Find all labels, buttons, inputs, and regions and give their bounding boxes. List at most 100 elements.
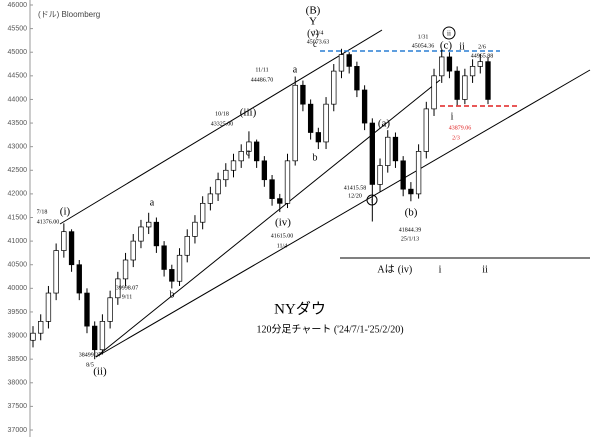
annotation: 11/11 [255, 67, 268, 73]
candle-body [76, 264, 82, 294]
annotation: i [439, 264, 442, 275]
candle-body [408, 188, 414, 195]
annotation: 12/4 [313, 30, 324, 36]
candle-body [99, 321, 106, 351]
candle-body [338, 54, 345, 72]
annotation: 2/3 [452, 135, 460, 141]
candle-body [331, 70, 337, 105]
y-tick-label: 45000 [8, 49, 28, 56]
candle-body [138, 226, 144, 242]
candle-body [292, 84, 298, 162]
candle-body [122, 259, 129, 280]
trend-line [59, 29, 383, 225]
annotation: (v) [307, 28, 319, 39]
candle-body [84, 292, 90, 327]
candle-body [161, 245, 167, 270]
candle-body [176, 254, 183, 282]
annotation: (i) [60, 206, 71, 218]
candle-body [253, 141, 260, 162]
chart-title: NYダウ [274, 300, 326, 317]
candle-body [469, 66, 476, 77]
annotation: 2/6 [478, 44, 486, 50]
candle-body [346, 54, 352, 67]
y-tick-label: 38500 [8, 356, 28, 363]
y-tick-label: 41000 [8, 238, 28, 245]
candle-body [61, 231, 67, 251]
candle-body [146, 221, 152, 228]
candle-body [184, 236, 190, 256]
candle-body [223, 169, 229, 181]
annotation: Y [309, 16, 317, 28]
annotation: (a) [378, 118, 391, 130]
annotation: b [170, 289, 175, 300]
y-tick-label: 39000 [8, 332, 28, 339]
annotation: 44965.88 [471, 53, 494, 59]
annotation: 41615.00 [271, 233, 294, 239]
candle-body [300, 84, 306, 105]
candle-body [415, 151, 422, 195]
annotation: 25/1/13 [401, 236, 419, 242]
annotation: c [246, 147, 251, 158]
candle-body [385, 136, 391, 166]
y-tick-label: 42000 [8, 191, 28, 198]
candle-body [207, 193, 214, 204]
annotation: 43879.06 [449, 125, 472, 131]
candle-body [153, 221, 160, 247]
annotation: 41415.58 [344, 185, 367, 191]
candle-body [107, 297, 113, 322]
candle-body [53, 250, 59, 294]
candle-body [377, 165, 383, 185]
y-tick-label: 40000 [8, 285, 28, 292]
candle-body [485, 61, 491, 100]
annotation: b [313, 152, 318, 163]
candle-body [284, 160, 291, 204]
annotation: (B) [306, 5, 321, 17]
y-tick-label: 46000 [8, 2, 28, 9]
candle-body [277, 198, 283, 204]
annotation: 7/18 [37, 209, 48, 215]
annotation: 41376.00 [37, 219, 60, 225]
y-tick-label: 43000 [8, 144, 28, 151]
source: (ドル) Bloomberg [38, 10, 100, 19]
candle-body [269, 179, 275, 199]
y-tick-label: 40500 [8, 262, 28, 269]
annotation: ii [482, 264, 488, 275]
candle-body [230, 160, 237, 171]
candle-body [68, 231, 75, 266]
annotation: Aは [377, 263, 394, 275]
annotation: (b) [405, 207, 418, 219]
annotation: a [293, 64, 298, 75]
annotation: 39998.07 [116, 285, 139, 291]
candle-body [315, 132, 322, 143]
wave-circle [442, 26, 456, 40]
annotation: 43325.00 [211, 121, 234, 127]
annotation: (c) [440, 40, 453, 52]
annotation: a [150, 197, 155, 208]
trend-line [95, 79, 441, 358]
candle-body [431, 75, 437, 110]
candle-body [423, 108, 429, 152]
trend-line [95, 69, 591, 358]
annotation: ii [447, 30, 451, 38]
y-tick-label: 37500 [8, 403, 28, 410]
annotation: (iv) [275, 217, 291, 229]
annotation: i [371, 197, 373, 205]
annotation: 41844.39 [399, 227, 422, 233]
y-tick-label: 38000 [8, 380, 28, 387]
y-tick-label: 37000 [8, 427, 28, 434]
candle-body [30, 332, 36, 341]
annotation: c [313, 39, 317, 49]
annotation: i [451, 111, 454, 122]
y-tick-label: 41500 [8, 214, 28, 221]
annotation: (iv) [398, 264, 412, 275]
candle-body [446, 56, 453, 72]
candle-body [400, 160, 406, 190]
candle-body [115, 278, 121, 299]
candle-body [199, 202, 206, 223]
candle-body [354, 66, 360, 91]
annotation: 38499.27 [79, 352, 102, 358]
candle-body [361, 89, 368, 124]
candle-body [215, 179, 221, 195]
annotation: (iii) [240, 107, 257, 119]
